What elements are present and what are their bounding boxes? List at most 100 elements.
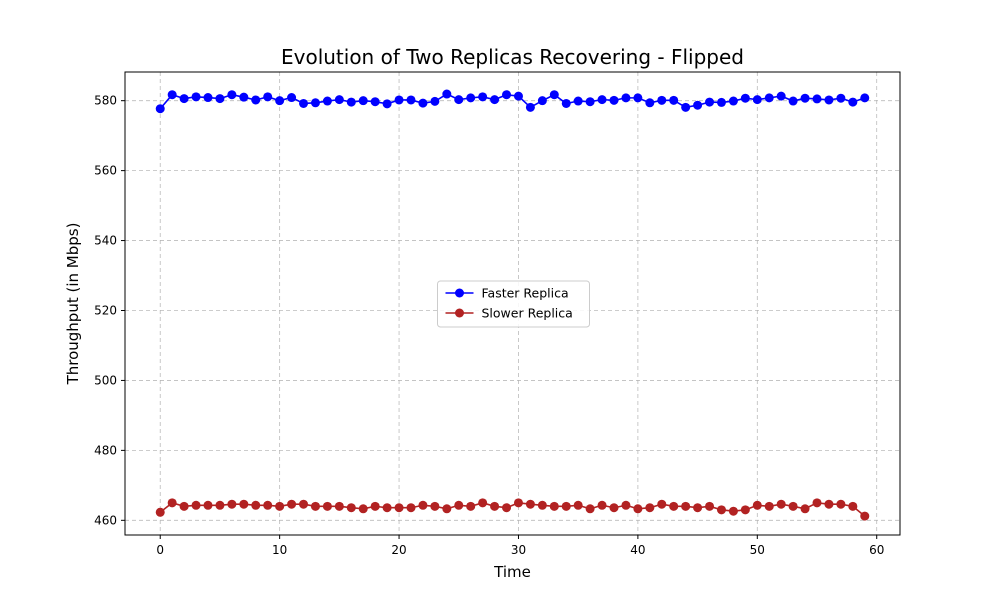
series-slower-replica [155, 498, 870, 521]
data-point [358, 504, 368, 514]
data-point [310, 98, 320, 108]
data-point [585, 97, 595, 107]
data-point [346, 97, 356, 107]
data-point [478, 92, 488, 102]
data-point [669, 501, 679, 511]
data-point [322, 501, 332, 511]
data-point [800, 504, 810, 514]
data-point [669, 95, 679, 105]
data-point [537, 500, 547, 510]
y-tick-label: 580 [94, 94, 117, 108]
data-point [573, 96, 583, 106]
data-point [251, 500, 261, 510]
data-point [836, 499, 846, 509]
data-point [597, 500, 607, 510]
data-point [585, 504, 595, 514]
data-point [800, 93, 810, 103]
data-point [681, 501, 691, 511]
data-point [561, 98, 571, 108]
data-point [502, 503, 512, 513]
data-point [406, 95, 416, 105]
y-tick-label: 460 [94, 513, 117, 527]
data-point [597, 95, 607, 105]
data-point [382, 503, 392, 513]
data-point [860, 93, 870, 103]
data-point [215, 500, 225, 510]
data-point [490, 501, 500, 511]
legend-label: Faster Replica [482, 286, 569, 301]
legend-swatch-marker [455, 288, 464, 298]
data-point [358, 96, 368, 106]
data-point [203, 93, 213, 103]
legend-box [437, 280, 590, 328]
data-point [299, 98, 309, 108]
data-point [788, 96, 798, 106]
data-point [466, 501, 476, 511]
data-point [442, 89, 452, 99]
data-point [752, 95, 762, 105]
data-point [716, 505, 726, 515]
data-point [155, 507, 165, 517]
series-faster-replica [155, 89, 870, 114]
data-point [740, 93, 750, 103]
data-point [848, 97, 858, 107]
data-point [573, 500, 583, 510]
y-tick-label: 540 [94, 234, 117, 248]
data-point [322, 96, 332, 106]
data-point [633, 504, 643, 514]
data-point [621, 93, 631, 103]
data-point [215, 94, 225, 104]
data-point [490, 95, 500, 105]
data-point [848, 501, 858, 511]
data-point [251, 95, 261, 105]
data-point [287, 499, 297, 509]
data-point [824, 499, 834, 509]
data-point [513, 498, 523, 508]
y-axis-label: Throughput (in Mbps) [64, 223, 82, 386]
data-point [191, 500, 201, 510]
x-tick-label: 60 [869, 543, 884, 557]
data-point [454, 500, 464, 510]
data-point [764, 93, 774, 103]
data-point [657, 95, 667, 105]
data-point [776, 91, 786, 101]
data-point [466, 93, 476, 103]
y-tick-label: 480 [94, 443, 117, 457]
data-point [287, 93, 297, 103]
data-point [418, 500, 428, 510]
data-point [645, 503, 655, 513]
x-tick-label: 30 [511, 543, 526, 557]
data-point [824, 95, 834, 105]
data-point [681, 102, 691, 112]
data-point [549, 90, 559, 100]
legend-item: Faster Replica [445, 286, 569, 301]
chart-title: Evolution of Two Replicas Recovering - F… [281, 45, 744, 69]
data-point [705, 97, 715, 107]
data-point [346, 503, 356, 513]
data-point [239, 92, 249, 102]
data-point [812, 94, 822, 104]
data-point [705, 501, 715, 511]
data-point [191, 92, 201, 102]
data-point [370, 97, 380, 107]
data-point [836, 93, 846, 103]
data-point [418, 98, 428, 108]
data-point [239, 499, 249, 509]
data-point [167, 90, 177, 100]
data-point [382, 99, 392, 109]
data-point [728, 96, 738, 106]
data-point [549, 501, 559, 511]
data-point [513, 91, 523, 101]
data-point [525, 499, 535, 509]
legend-item: Slower Replica [445, 306, 573, 321]
x-tick-label: 20 [391, 543, 406, 557]
data-point [537, 96, 547, 106]
data-point [394, 503, 404, 513]
data-point [478, 498, 488, 508]
data-point [645, 98, 655, 108]
data-point [752, 500, 762, 510]
y-tick-label: 500 [94, 373, 117, 387]
data-point [167, 498, 177, 508]
